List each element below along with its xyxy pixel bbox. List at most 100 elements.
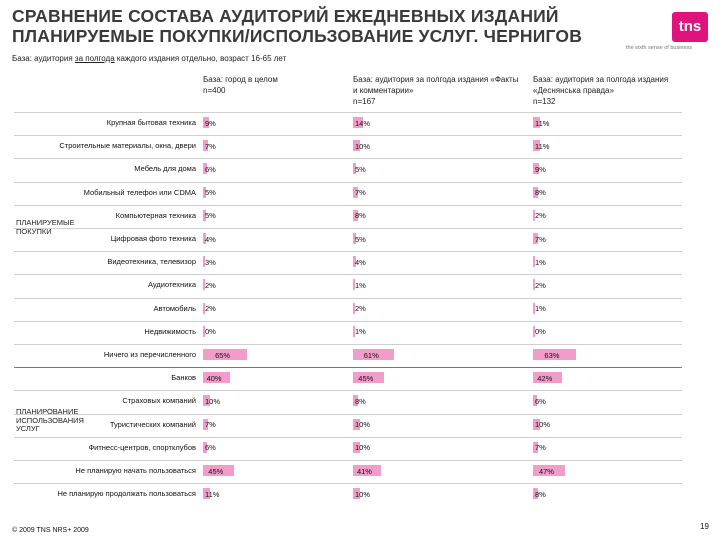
data-bar (533, 325, 535, 337)
row-label: Туристических компаний (109, 419, 196, 429)
data-bar (533, 488, 539, 500)
data-bar (353, 302, 355, 314)
row-label: Мобильный телефон или CDMA (83, 187, 196, 197)
tns-logo: tns (672, 12, 708, 42)
data-bar (533, 418, 540, 430)
data-bar (203, 395, 210, 407)
data-label: 2% (535, 211, 546, 221)
data-bar (203, 465, 234, 476)
data-label: 2% (205, 280, 216, 290)
column-header-base: n=400 (203, 86, 226, 95)
data-label: 5% (205, 211, 216, 221)
data-bar (203, 117, 210, 128)
row-separator (14, 158, 682, 160)
data-label: 14% (355, 118, 371, 128)
data-label: 7% (355, 188, 366, 198)
row-label: Мебель для дома (134, 164, 196, 174)
data-bar (353, 349, 395, 360)
column-header-base: n=167 (353, 97, 376, 106)
data-label: 5% (205, 188, 216, 198)
data-label: 8% (535, 188, 546, 198)
data-label: 0% (535, 327, 546, 337)
data-bar (533, 140, 541, 152)
column-header: База: аудитория за полгода издания «Десн… (533, 74, 703, 107)
row-separator (14, 112, 682, 113)
data-label: 10% (355, 420, 371, 430)
data-bar (353, 209, 359, 221)
data-bar (353, 233, 357, 244)
row-separator (14, 228, 682, 229)
column-header-name: База: город в целом (203, 75, 278, 84)
data-bar (203, 302, 205, 314)
data-label: 10% (205, 396, 221, 406)
page-number: 19 (700, 522, 709, 531)
data-label: 41% (356, 466, 372, 476)
row-separator (14, 251, 682, 253)
subtitle-underlined: за полгода (74, 54, 115, 63)
row-separator (14, 204, 682, 206)
data-bar (353, 117, 363, 128)
row-label: Цифровая фото техника (110, 234, 196, 243)
data-bar (203, 441, 208, 453)
row-separator (14, 344, 682, 345)
data-bar (353, 418, 360, 430)
data-bar (203, 140, 208, 152)
data-label: 1% (535, 304, 546, 314)
row-label: Недвижимость (144, 326, 196, 336)
data-label: 2% (355, 304, 366, 314)
data-bar (353, 465, 381, 476)
data-label: 11% (535, 141, 550, 151)
data-label: 7% (535, 234, 546, 244)
data-label: 3% (205, 257, 216, 267)
row-separator (14, 390, 682, 392)
data-label: 45% (208, 466, 224, 476)
data-label: 9% (205, 118, 216, 128)
group-label: ПЛАНИРОВАНИЕ ИСПОЛЬЗОВАНИЯ УСЛУГ (16, 407, 84, 434)
data-bar (203, 349, 248, 360)
row-label: Автомобиль (153, 303, 196, 313)
row-label: Аудиотехника (147, 280, 196, 290)
row-separator (14, 413, 682, 415)
column-header: База: город в целом n=400 (203, 74, 373, 96)
row-label: Компьютерная техника (115, 210, 196, 220)
row-label: Строительные материалы, окна, двери (59, 141, 196, 151)
data-bar (353, 441, 360, 453)
data-bar (533, 209, 535, 221)
data-label: 0% (205, 327, 216, 337)
data-bar (203, 256, 206, 268)
row-label: Видеотехника, телевизор (107, 257, 196, 267)
subtitle-pre: База: аудитория (12, 54, 75, 63)
data-bar (203, 279, 205, 291)
data-label: 10% (355, 141, 371, 151)
data-bar (533, 465, 565, 476)
data-bar (533, 395, 538, 407)
data-label: 65% (215, 350, 231, 360)
data-bar (533, 117, 541, 128)
data-bar (353, 325, 355, 337)
row-separator (14, 135, 682, 137)
footer-copyright: © 2009 TNS NRS+ 2009 (12, 527, 89, 534)
data-label: 2% (535, 280, 546, 290)
data-bar (203, 325, 205, 337)
row-label: Страховых компаний (122, 396, 196, 406)
data-label: 45% (358, 373, 374, 383)
data-label: 11% (205, 489, 220, 499)
data-label: 42% (537, 373, 553, 383)
row-separator (14, 297, 682, 299)
subtitle-post: каждого издания отдельно, возраст 16-65 … (114, 54, 287, 63)
data-label: 47% (538, 466, 554, 476)
data-bar (533, 349, 576, 360)
data-label: 8% (355, 396, 366, 406)
data-label: 8% (535, 489, 546, 499)
data-label: 1% (355, 327, 366, 337)
data-bar (533, 372, 562, 384)
column-header-name: База: аудитория за полгода издания «Факт… (353, 75, 519, 95)
data-bar (533, 302, 535, 314)
data-label: 8% (355, 211, 366, 221)
row-separator (14, 367, 682, 369)
row-label: Не планирую начать пользоваться (75, 466, 196, 475)
data-bar (203, 372, 231, 384)
data-bar (353, 372, 384, 384)
data-bar (533, 233, 538, 244)
data-bar (353, 279, 355, 291)
